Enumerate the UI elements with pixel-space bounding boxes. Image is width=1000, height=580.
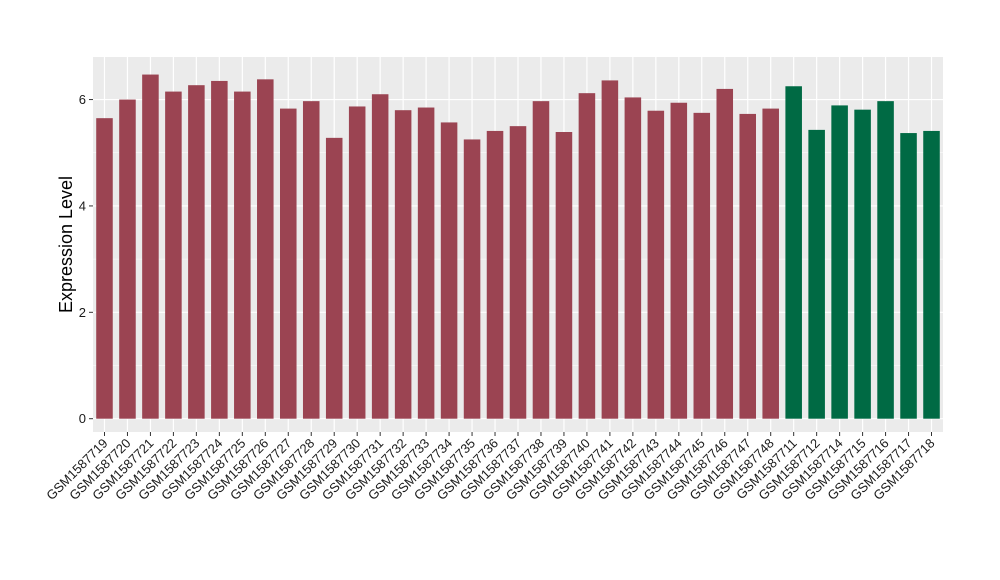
- bar-GSM1587736: [486, 130, 504, 419]
- bar-GSM1587741: [601, 80, 619, 419]
- bar-GSM1587737: [509, 126, 527, 419]
- bar-GSM1587725: [234, 91, 251, 419]
- bar-GSM1587732: [394, 110, 412, 419]
- bar-GSM1587723: [188, 85, 205, 419]
- bar-GSM1587734: [440, 122, 458, 419]
- bar-GSM1587722: [165, 91, 182, 419]
- bar-GSM1587714: [831, 105, 848, 419]
- bar-GSM1587740: [578, 93, 596, 419]
- bar-GSM1587726: [257, 79, 274, 419]
- bar-GSM1587735: [463, 139, 481, 419]
- bar-GSM1587721: [142, 74, 159, 419]
- y-tick-label: 2: [79, 305, 86, 320]
- bar-GSM1587728: [302, 101, 320, 419]
- bar-GSM1587733: [417, 107, 435, 419]
- bar-GSM1587744: [670, 102, 688, 419]
- bars: [96, 74, 940, 419]
- y-tick-label: 0: [79, 411, 86, 426]
- bar-GSM1587712: [808, 129, 825, 419]
- y-axis: 0 2 4 6: [79, 92, 93, 426]
- bar-GSM1587743: [647, 110, 665, 419]
- bar-GSM1587717: [900, 133, 917, 419]
- bar-GSM1587742: [624, 97, 642, 419]
- bar-GSM1587747: [739, 113, 756, 419]
- bar-GSM1587745: [693, 112, 711, 419]
- bar-GSM1587718: [923, 130, 940, 419]
- bar-GSM1587720: [119, 99, 136, 419]
- bar-GSM1587746: [716, 88, 734, 419]
- bar-GSM1587711: [785, 86, 802, 419]
- y-tick-label: 4: [79, 198, 86, 213]
- bar-GSM1587730: [348, 106, 366, 419]
- y-tick-label: 6: [79, 92, 86, 107]
- bar-GSM1587729: [325, 137, 343, 419]
- bar-GSM1587731: [371, 94, 389, 419]
- bar-GSM1587739: [555, 132, 573, 419]
- bar-GSM1587727: [280, 108, 297, 419]
- y-axis-title: Expression Level: [56, 176, 76, 313]
- bar-GSM1587716: [877, 101, 894, 419]
- bar-GSM1587715: [854, 109, 871, 419]
- bar-GSM1587724: [211, 80, 228, 419]
- bar-GSM1587748: [762, 108, 779, 419]
- x-axis: GSM1587719GSM1587720GSM1587721GSM1587722…: [43, 432, 938, 503]
- bar-GSM1587719: [96, 118, 113, 419]
- bar-GSM1587738: [532, 101, 550, 419]
